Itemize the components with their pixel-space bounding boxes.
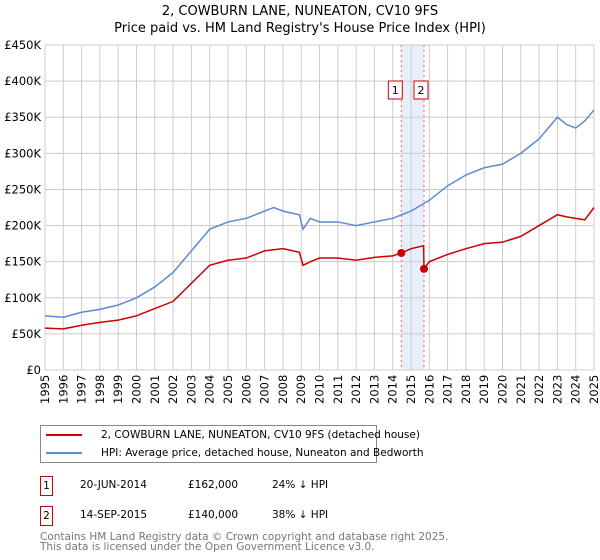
y-tick-label: £50K <box>12 327 42 341</box>
title-line: 2, COWBURN LANE, NUNEATON, CV10 9FS <box>161 4 439 19</box>
legend-item-property: 2, COWBURN LANE, NUNEATON, CV10 9FS (det… <box>41 426 420 444</box>
x-tick-label: 2017 <box>441 375 455 404</box>
x-tick-label: 2003 <box>184 375 198 404</box>
x-tick-label: 2025 <box>587 375 600 404</box>
x-tick-label: 2008 <box>276 375 290 404</box>
x-tick-label: 2010 <box>313 375 327 404</box>
x-tick-label: 2004 <box>203 375 217 404</box>
sale-badge-label: 2 <box>417 84 424 97</box>
hpi-line <box>44 109 595 319</box>
x-tick-label: 1999 <box>111 375 125 404</box>
legend-swatch-red <box>46 434 82 436</box>
sale-point <box>397 249 406 257</box>
x-tick-label: 2016 <box>422 375 436 404</box>
x-tick-label: 2002 <box>166 375 180 404</box>
sale-badge <box>413 80 429 100</box>
legend-label: HPI: Average price, detached house, Nune… <box>101 447 424 459</box>
marker-badge: 1 <box>40 476 53 496</box>
property-price-line <box>44 207 595 330</box>
x-tick-label: 2023 <box>550 375 564 404</box>
x-tick-label: 1997 <box>75 375 89 404</box>
marker-badge: 2 <box>40 506 53 526</box>
copyright-text: Contains HM Land Registry data © Crown c… <box>40 531 449 543</box>
date: 20-JUN-2014 <box>80 479 147 491</box>
x-tick-label: 2009 <box>294 375 308 404</box>
footer: Contains HM Land Registry data © Crown c… <box>40 531 449 553</box>
x-tick-label: 2001 <box>148 375 162 404</box>
x-tick-label: 2011 <box>331 375 345 404</box>
y-tick-label: £450K <box>4 38 41 52</box>
y-tick-label: £0 <box>26 363 41 377</box>
legend-item-hpi: HPI: Average price, detached house, Nune… <box>41 444 423 462</box>
x-tick-label: 2013 <box>367 375 381 404</box>
sale-badge <box>387 80 403 100</box>
y-tick-label: £350K <box>4 110 41 124</box>
x-tick-label: 2000 <box>130 375 144 404</box>
date: 14-SEP-2015 <box>80 509 148 521</box>
y-tick-label: £100K <box>4 291 41 305</box>
subtitle-line: Price paid vs. HM Land Registry's House … <box>114 21 486 36</box>
licence-text: This data is licensed under the Open Gov… <box>40 541 375 553</box>
x-tick-label: 2005 <box>221 375 235 404</box>
chart-title: 2, COWBURN LANE, NUNEATON, CV10 9FS Pric… <box>0 3 600 37</box>
y-tick-label: £150K <box>4 255 41 269</box>
price-chart: £0 £50K £100K £150K £200K £250K £300K £350K £400… <box>4 38 600 404</box>
x-tick-label: 2019 <box>477 375 491 404</box>
sale-point <box>419 264 428 273</box>
x-tick-label: 2015 <box>404 375 418 404</box>
x-tick-label: 1998 <box>93 375 107 404</box>
x-tick-label: 2020 <box>496 375 510 404</box>
x-tick-label: 2014 <box>386 375 400 404</box>
x-tick-label: 2006 <box>239 375 253 404</box>
x-tick-label: 1995 <box>38 375 52 404</box>
price: £162,000 <box>188 479 239 491</box>
hpi-diff: 38% ↓ HPI <box>272 509 329 521</box>
x-tick-label: 2007 <box>258 375 272 404</box>
y-tick-label: £400K <box>4 74 41 88</box>
x-tick-label: 2021 <box>514 375 528 404</box>
x-tick-label: 1996 <box>56 375 70 404</box>
price: £140,000 <box>188 509 239 521</box>
legend-swatch-blue <box>46 452 82 454</box>
y-tick-label: £250K <box>4 182 41 196</box>
legend: 2, COWBURN LANE, NUNEATON, CV10 9FS (det… <box>40 425 423 463</box>
x-tick-label: 2022 <box>532 375 546 404</box>
x-tick-label: 2018 <box>459 375 473 404</box>
sale-badge-label: 1 <box>392 84 399 97</box>
sale-period-band <box>401 45 424 370</box>
y-tick-label: £300K <box>4 146 41 160</box>
x-tick-label: 2024 <box>569 375 583 404</box>
y-tick-label: £200K <box>4 219 41 233</box>
legend-label: 2, COWBURN LANE, NUNEATON, CV10 9FS (det… <box>101 429 420 441</box>
x-tick-label: 2012 <box>349 375 363 404</box>
hpi-diff: 24% ↓ HPI <box>272 479 329 491</box>
